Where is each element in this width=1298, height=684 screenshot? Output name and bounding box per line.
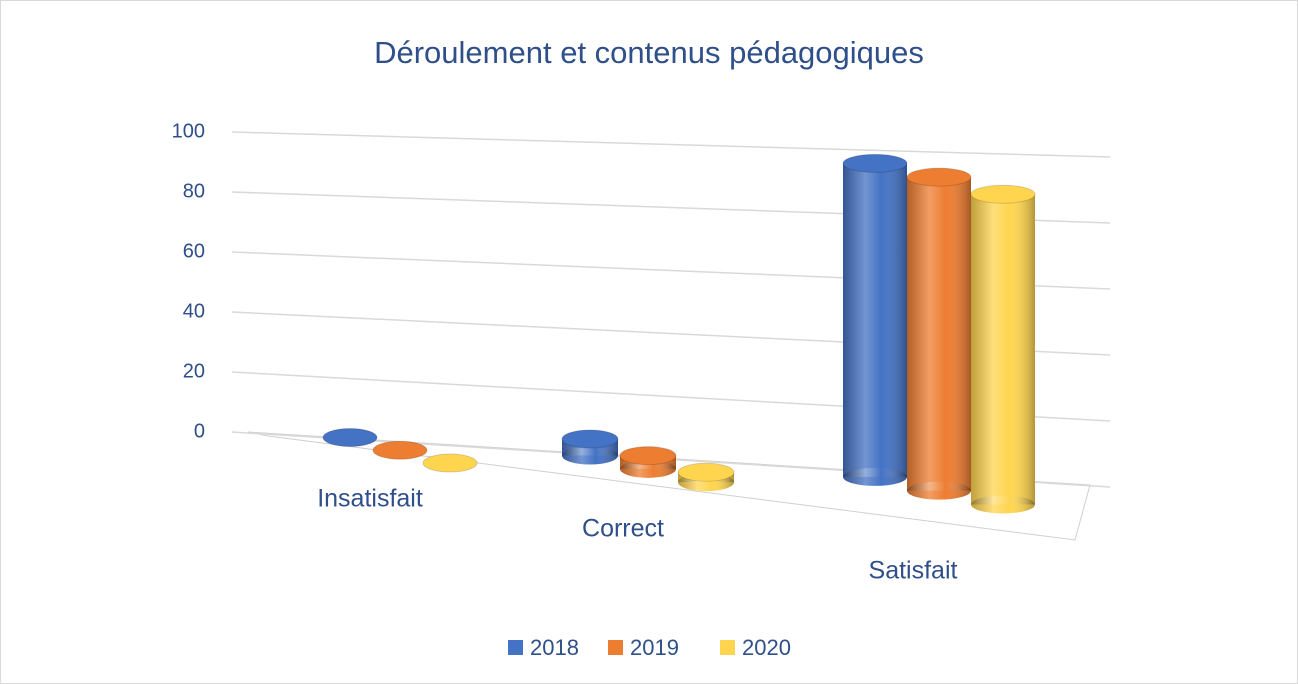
bar-shade	[907, 177, 971, 491]
bar	[372, 440, 428, 460]
bar-bottom-shade	[843, 467, 907, 486]
y-tick-label: 80	[183, 180, 205, 202]
y-tick-label: 40	[183, 300, 205, 322]
legend-swatch	[720, 640, 735, 655]
x-tick-label: Correct	[582, 515, 664, 543]
bar-shade	[843, 163, 907, 477]
y-tick-label: 60	[183, 240, 205, 262]
legend-label: 2019	[630, 635, 679, 660]
x-tick-label: Insatisfait	[317, 485, 423, 513]
bar	[422, 453, 478, 473]
bar	[970, 184, 1036, 514]
bar	[842, 153, 908, 486]
bar-bottom-shade	[562, 446, 618, 465]
bar-top	[970, 184, 1036, 204]
bar-top	[422, 453, 478, 473]
legend-swatch	[608, 640, 623, 655]
y-tick-label: 0	[194, 420, 205, 442]
legend-swatch	[508, 640, 523, 655]
bar-bottom-shade	[971, 495, 1035, 514]
y-tick-label: 20	[183, 360, 205, 382]
bar-top	[842, 153, 908, 173]
legend-label: 2018	[530, 635, 579, 660]
bar	[677, 462, 735, 492]
bar-top	[372, 440, 428, 460]
legend-label: 2020	[742, 635, 791, 660]
grid-line	[231, 131, 1111, 158]
floor	[247, 431, 1091, 541]
bar-top	[322, 428, 378, 447]
x-tick-label: Satisfait	[869, 557, 958, 585]
bar	[906, 167, 972, 500]
bar	[619, 446, 677, 478]
y-tick-label: 100	[172, 120, 205, 142]
chart-title: Déroulement et contenus pédagogiques	[374, 35, 924, 70]
bar-top	[619, 446, 677, 466]
bar-shade	[971, 194, 1035, 505]
bar-bottom-shade	[620, 459, 676, 478]
bar-top	[561, 429, 619, 449]
bar-top	[906, 167, 972, 187]
bar	[322, 428, 378, 447]
bar-top	[677, 462, 735, 482]
bar	[561, 429, 619, 465]
bar-bottom-shade	[907, 481, 971, 500]
